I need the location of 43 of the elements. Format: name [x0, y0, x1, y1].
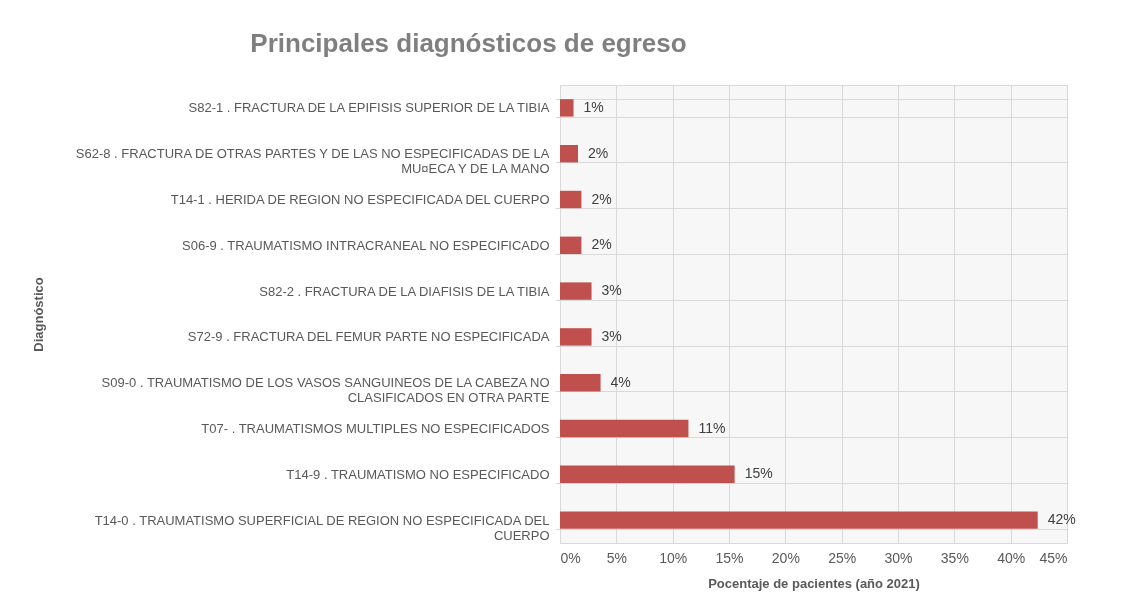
bar [560, 236, 582, 254]
chart-title: Principales diagnósticos de egreso [250, 28, 687, 58]
y-tick-label: T14-9 . TRAUMATISMO NO ESPECIFICADO [286, 466, 550, 482]
bar [560, 465, 735, 483]
x-tick-label: 20% [771, 549, 800, 566]
y-tick-label: S09-0 . TRAUMATISMO DE LOS VASOS SANGUINEOS DE LA CABEZA NO CLASIFICADOS EN OTRA PARTE [101, 375, 550, 406]
bar [560, 328, 592, 346]
data-label: 3% [601, 327, 622, 344]
data-label: 2% [591, 190, 612, 207]
data-label: 2% [588, 144, 609, 161]
y-tick-label: T14-1 . HERIDA DE REGION NO ESPECIFICADA DEL CUERPO [170, 192, 550, 207]
x-tick-label: 5% [606, 549, 627, 566]
x-tick-label: 35% [940, 549, 969, 566]
data-label: 3% [601, 282, 622, 299]
y-tick-label: S06-9 . TRAUMATISMO INTRACRANEAL NO ESPECIFICADO [182, 237, 550, 253]
y-tick-label: S82-1 . FRACTURA DE LA EPIFISIS SUPERIOR DE LA TIBIA [188, 100, 550, 116]
data-label: 15% [744, 465, 773, 482]
x-tick-label: 45% [1039, 549, 1068, 566]
x-tick-label: 25% [828, 549, 857, 566]
x-tick-label: 0% [560, 549, 581, 566]
bar [560, 419, 689, 438]
data-label: 42% [1047, 511, 1076, 528]
data-label: 1% [583, 98, 604, 115]
y-tick-label: T14-0 . TRAUMATISMO SUPERFICIAL DE REGION NO ESPECIFICADA DEL CUERPO [94, 512, 550, 543]
x-tick-label: 15% [715, 549, 744, 566]
bar [560, 511, 1038, 529]
data-label: 11% [698, 419, 726, 436]
x-tick-label: 30% [884, 549, 913, 566]
bar [560, 190, 582, 209]
y-tick-label: S62-8 . FRACTURA DE OTRAS PARTES Y DE LAS NO ESPECIFICADAS DE LA MU¤ECA Y DE LA MANO [75, 146, 550, 177]
data-label: 2% [591, 236, 612, 253]
x-tick-label: 10% [659, 549, 688, 566]
bar [560, 282, 592, 300]
bar [560, 99, 574, 117]
data-label: 4% [610, 373, 631, 390]
y-tick-label: S82-2 . FRACTURA DE LA DIAFISIS DE LA TIBIA [259, 283, 550, 299]
bar [560, 145, 579, 163]
x-tick-label: 40% [997, 549, 1026, 566]
y-tick-label: T07- . TRAUMATISMOS MULTIPLES NO ESPECIFICADOS [201, 421, 550, 436]
bar [560, 374, 601, 392]
x-axis-title: Pocentaje de pacientes (año 2021) [708, 575, 920, 591]
y-axis-title: Diagnóstico [30, 277, 46, 352]
y-tick-label: S72-9 . FRACTURA DEL FEMUR PARTE NO ESPECIFICADA [187, 329, 550, 345]
